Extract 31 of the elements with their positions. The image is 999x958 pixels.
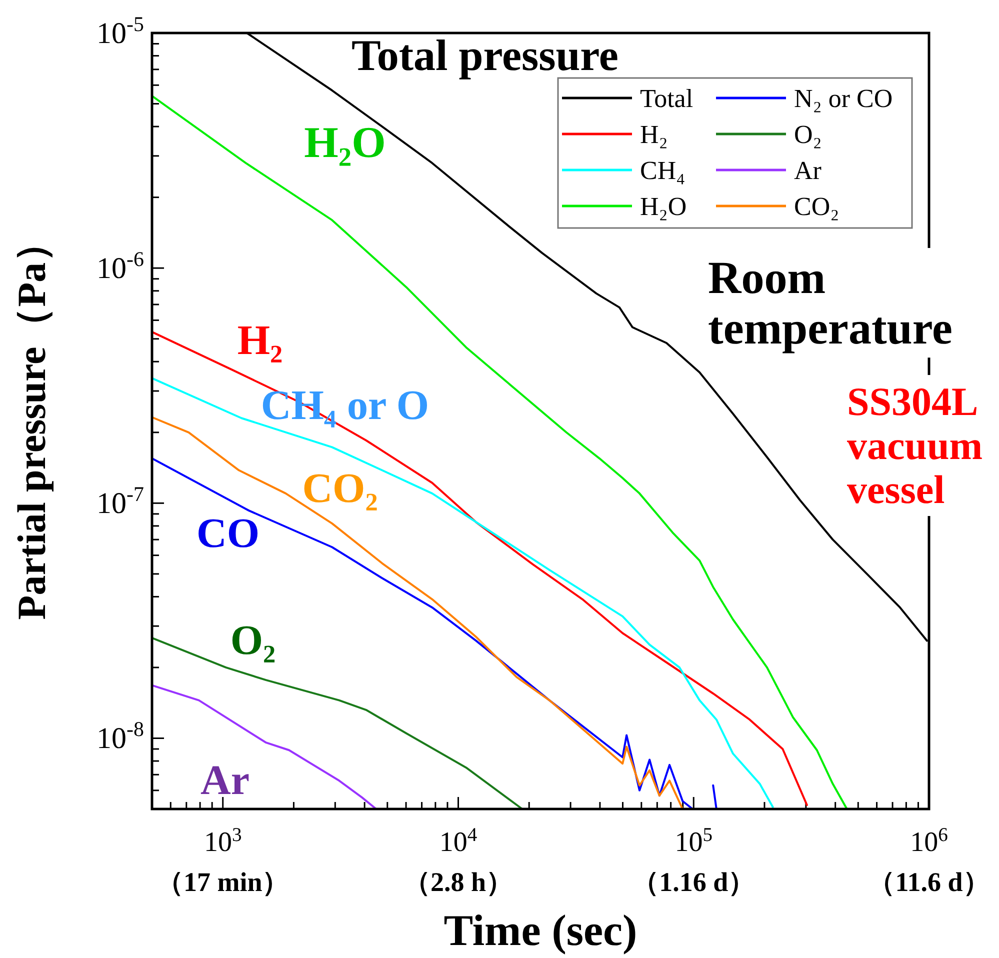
x-tick-label: 10$^{4}$ (439, 824, 478, 858)
annotation: O₂ (230, 618, 276, 664)
y-tick-label: 10$^{-5}$ (96, 12, 144, 50)
legend-label: N₂ or CO (794, 84, 893, 113)
text: （2.8 h） (403, 867, 514, 897)
legend-label: H₂O (640, 192, 687, 221)
text: （17 min） (156, 867, 290, 897)
x-tick-label: 10$^{6}$ (910, 824, 948, 858)
legend-label: Ar (794, 156, 822, 185)
legend-label: Total (640, 84, 694, 113)
text: （11.6 d） (868, 867, 990, 897)
annotation: Ar (200, 758, 250, 804)
y-tick-label: 10$^{-8}$ (96, 717, 144, 756)
annotation: Room temperature (708, 252, 952, 354)
y-axis-title: Partial pressure（Pa） (9, 222, 54, 620)
annotation: CO₂ (302, 466, 378, 512)
legend-label: CH₄ (640, 156, 686, 185)
legend-label: O₂ (794, 120, 822, 149)
y-tick-label: 10$^{-6}$ (96, 247, 144, 286)
annotation: CO (196, 511, 260, 557)
x-axis-title: Time (sec) (444, 906, 638, 955)
annotation: SS304L vacuum vessel (847, 379, 983, 512)
annotation: H₂O (304, 118, 386, 167)
legend-label: H₂ (640, 120, 668, 149)
x-tick-label: 10$^{3}$ (204, 824, 242, 858)
legend-label: CO₂ (794, 192, 840, 221)
x-tick-label: 10$^{5}$ (674, 824, 713, 858)
annotation: Total pressure (352, 31, 618, 80)
text: （1.16 d） (632, 867, 756, 897)
y-tick-label: 10$^{-7}$ (96, 482, 144, 520)
annotation: H₂ (237, 318, 283, 364)
